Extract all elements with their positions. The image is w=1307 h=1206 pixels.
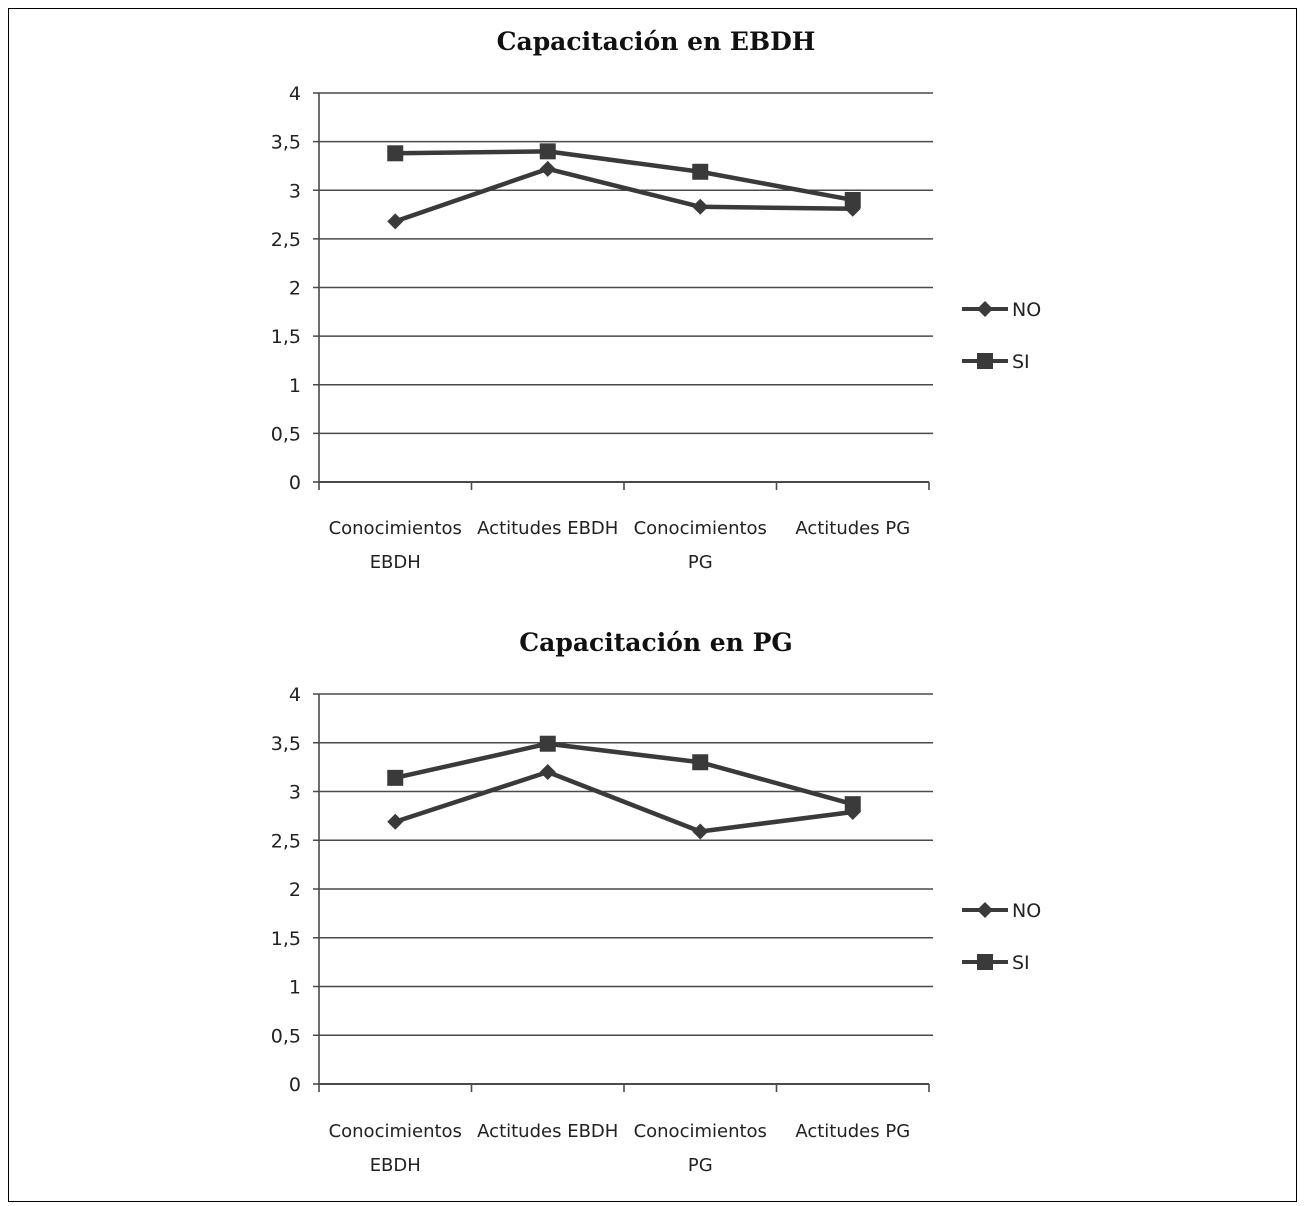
x-tick-label: Actitudes EBDH <box>477 518 618 539</box>
chart-title: Capacitación en EBDH <box>497 27 816 56</box>
data-point-si <box>539 735 556 752</box>
y-tick-label: 2 <box>289 278 301 300</box>
legend-marker-no <box>977 301 993 317</box>
data-point-no <box>539 160 556 177</box>
y-tick-label: 3,5 <box>271 733 301 755</box>
y-tick-label: 0 <box>289 472 301 494</box>
x-tick-label: Conocimientos <box>634 1121 767 1142</box>
legend-label-si: SI <box>1012 351 1030 373</box>
y-tick-label: 3 <box>289 782 301 804</box>
legend-marker-no <box>977 902 993 918</box>
x-tick-label: Conocimientos <box>329 1121 462 1142</box>
y-tick-label: 2,5 <box>271 830 301 852</box>
figure-frame <box>8 8 1297 1202</box>
y-tick-label: 4 <box>289 83 301 105</box>
series-line-si <box>394 741 854 807</box>
legend-marker-si <box>977 954 993 970</box>
x-tick-label: Conocimientos <box>329 518 462 539</box>
data-point-no <box>387 213 404 230</box>
data-point-si <box>844 191 861 208</box>
y-tick-label: 4 <box>289 684 301 706</box>
chart-title: Capacitación en PG <box>519 628 792 657</box>
y-tick-label: 0,5 <box>271 423 301 445</box>
y-tick-label: 0 <box>289 1074 301 1096</box>
x-tick-label: PG <box>688 1155 713 1176</box>
line-chart-1: Capacitación en EBDH 0 0,5 1 1,5 2 2,5 3 3,5 4 Con… <box>271 27 1041 573</box>
y-tick-label: 1 <box>289 375 301 397</box>
data-point-no <box>539 764 556 780</box>
data-point-no <box>387 813 404 830</box>
series-line-no <box>394 769 854 834</box>
legend-label-no: NO <box>1012 900 1041 922</box>
legend-label-no: NO <box>1012 299 1041 321</box>
x-tick-label: EBDH <box>370 552 421 573</box>
y-tick-label: 1,5 <box>271 326 301 348</box>
series-line-no <box>394 166 853 224</box>
data-point-no <box>692 198 709 215</box>
x-tick-label: Actitudes PG <box>795 1121 910 1142</box>
data-point-si <box>539 143 556 160</box>
y-tick-label: 1 <box>289 977 301 999</box>
y-tick-label: 0,5 <box>271 1025 301 1047</box>
x-tick-label: PG <box>688 552 713 573</box>
data-point-si <box>692 754 709 771</box>
x-tick-label: Conocimientos <box>634 518 767 539</box>
y-tick-label: 2,5 <box>271 229 301 251</box>
x-tick-label: Actitudes PG <box>795 518 910 539</box>
y-tick-label: 3 <box>289 180 301 202</box>
data-point-no <box>692 823 709 840</box>
x-tick-label: EBDH <box>370 1155 421 1176</box>
legend-marker-si <box>977 353 993 369</box>
data-point-si <box>844 796 861 813</box>
y-tick-label: 2 <box>289 879 301 901</box>
data-point-si <box>387 769 404 786</box>
series-line-si <box>395 149 854 203</box>
y-tick-label: 3,5 <box>271 132 301 154</box>
line-chart-2: Capacitación en PG 0 0,5 1 1,5 2 2,5 3 3,5 4 Conoc… <box>271 628 1041 1176</box>
x-tick-label: Actitudes EBDH <box>477 1121 618 1142</box>
data-point-si <box>692 163 709 180</box>
y-tick-label: 1,5 <box>271 928 301 950</box>
data-point-si <box>387 145 404 162</box>
legend-label-si: SI <box>1012 952 1030 974</box>
